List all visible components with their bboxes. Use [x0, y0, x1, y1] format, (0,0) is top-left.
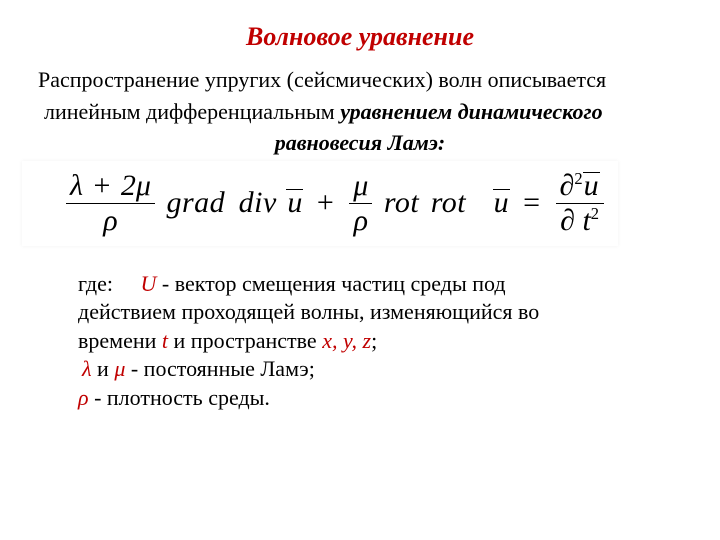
where-line-1b: - вектор смещения частиц среды под	[156, 271, 505, 296]
rho-den-2: ρ	[349, 204, 372, 236]
where-line-1: где: U - вектор смещения частиц среды по…	[78, 270, 672, 299]
plus-in-num: +	[91, 169, 114, 202]
t-var: t	[582, 204, 590, 237]
intro-line-2-plain: линейным дифференциальным	[44, 99, 340, 124]
where-line-3a: времени	[78, 328, 162, 353]
where-line-3c: ;	[371, 328, 377, 353]
u-bar-3: u	[583, 171, 600, 201]
var-xyz: x, y, z	[322, 328, 371, 353]
var-rho: ρ	[78, 385, 89, 410]
two-mu-symbol: 2μ	[121, 169, 151, 202]
lame-equation: λ + 2μ ρ grad div u + μ ρ rot rot u = ∂2…	[64, 171, 618, 236]
fraction-2: μ ρ	[349, 171, 372, 236]
page-title: Волновое уравнение	[38, 22, 682, 52]
where-line-5: ρ - плотность среды.	[78, 384, 672, 413]
where-line-3: времени t и пространстве x, y, z;	[78, 327, 672, 356]
equation-container: λ + 2μ ρ grad div u + μ ρ rot rot u = ∂2…	[22, 161, 618, 246]
var-U: U	[141, 271, 157, 296]
fraction-rhs: ∂2u ∂ t2	[556, 171, 604, 236]
mu-num: μ	[349, 171, 372, 204]
intro-line-3: равновесия Ламэ:	[38, 129, 682, 157]
slide: Волновое уравнение Распространение упруг…	[0, 0, 720, 540]
where-line-2: действием проходящей волны, изменяющийся…	[78, 298, 672, 327]
partial-top: ∂	[560, 169, 575, 202]
two-sup-bot: 2	[591, 204, 599, 223]
div-operator: div	[235, 186, 279, 219]
where-line-4: λ и μ - постоянные Ламэ;	[78, 355, 672, 384]
where-line-3b: и пространстве	[168, 328, 322, 353]
plus-operator: +	[311, 186, 340, 219]
where-line-4-rest: - постоянные Ламэ;	[125, 356, 314, 381]
intro-line-3-em: равновесия Ламэ:	[275, 130, 446, 155]
rot-operator-1: rot	[382, 186, 421, 219]
where-prefix: где:	[78, 271, 141, 296]
lambda-symbol: λ	[70, 169, 83, 202]
var-lambda: λ	[82, 356, 92, 381]
partial-bot: ∂	[560, 204, 575, 237]
rho-den-1: ρ	[66, 204, 155, 236]
where-line-5-rest: - плотность среды.	[89, 385, 270, 410]
intro-line-2-em: уравнением динамического	[340, 99, 602, 124]
where-and: и	[92, 356, 115, 381]
intro-line-1: Распространение упругих (сейсмических) в…	[38, 66, 682, 94]
fraction-1: λ + 2μ ρ	[66, 171, 155, 236]
intro-line-2: линейным дифференциальным уравнением дин…	[38, 98, 682, 126]
grad-operator: grad	[164, 186, 227, 219]
two-sup-top: 2	[574, 169, 582, 188]
var-mu: μ	[114, 356, 125, 381]
u-bar-1: u	[286, 188, 303, 218]
rot-operator-2: rot	[429, 186, 468, 219]
u-bar-2: u	[493, 188, 510, 218]
equals-sign: =	[517, 186, 546, 219]
where-block: где: U - вектор смещения частиц среды по…	[38, 252, 682, 413]
